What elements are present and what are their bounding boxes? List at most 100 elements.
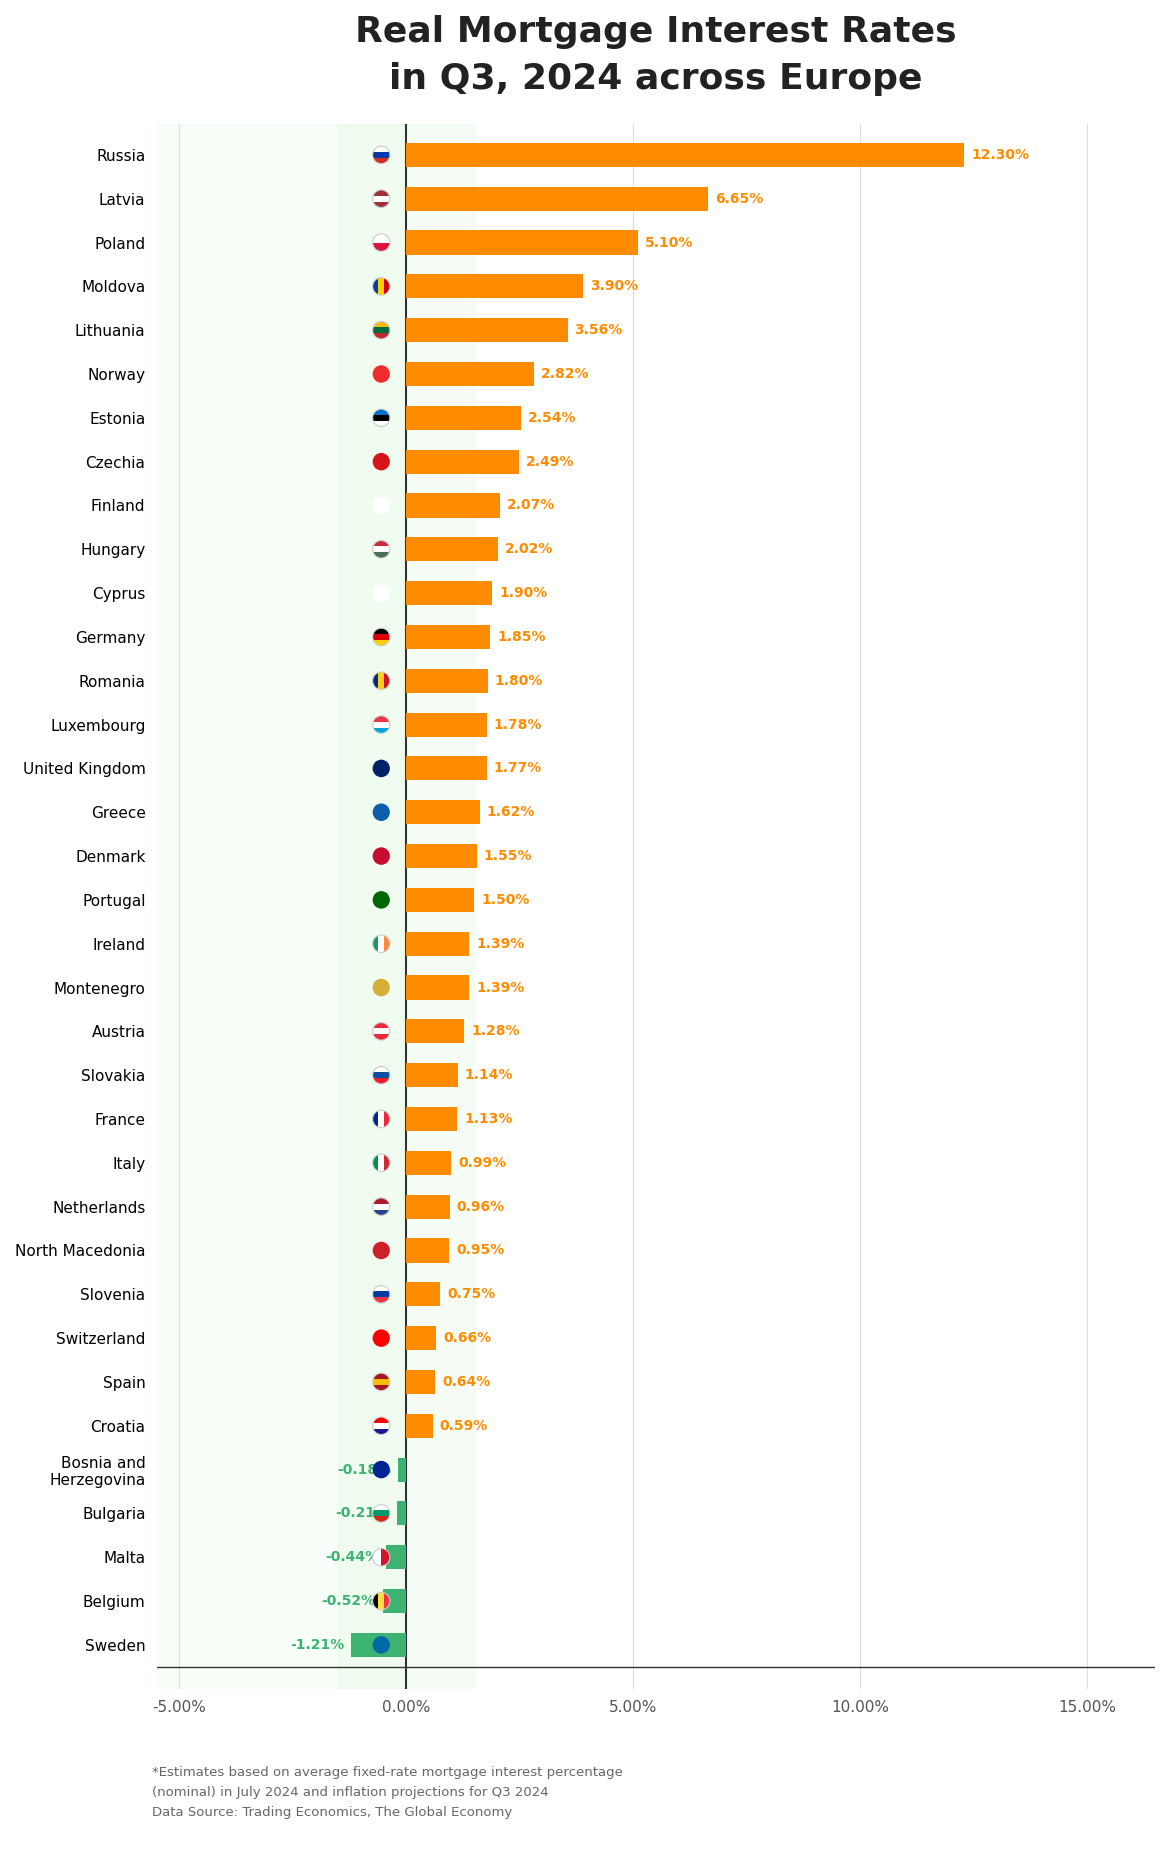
FancyBboxPatch shape bbox=[372, 1285, 390, 1291]
FancyBboxPatch shape bbox=[372, 716, 390, 722]
FancyBboxPatch shape bbox=[372, 640, 390, 645]
Bar bbox=[406, 800, 480, 824]
Bar bbox=[157, 125, 406, 1689]
Bar bbox=[406, 1414, 433, 1438]
Text: 1.55%: 1.55% bbox=[483, 848, 532, 863]
Text: 0.95%: 0.95% bbox=[456, 1244, 504, 1257]
Bar bbox=[406, 1064, 457, 1088]
Text: 0.96%: 0.96% bbox=[456, 1200, 504, 1213]
Ellipse shape bbox=[372, 1637, 390, 1654]
FancyBboxPatch shape bbox=[372, 634, 390, 640]
Bar bbox=[406, 670, 488, 692]
FancyBboxPatch shape bbox=[372, 322, 390, 327]
Ellipse shape bbox=[372, 804, 390, 820]
Ellipse shape bbox=[372, 848, 390, 865]
Bar bbox=[406, 712, 487, 737]
Text: 0.75%: 0.75% bbox=[447, 1287, 495, 1302]
FancyBboxPatch shape bbox=[372, 1071, 390, 1079]
FancyBboxPatch shape bbox=[372, 1198, 390, 1203]
Text: 2.82%: 2.82% bbox=[541, 366, 590, 381]
Bar bbox=[406, 932, 469, 956]
FancyBboxPatch shape bbox=[384, 1592, 390, 1609]
FancyBboxPatch shape bbox=[381, 1549, 390, 1566]
FancyBboxPatch shape bbox=[372, 671, 378, 690]
Text: 1.39%: 1.39% bbox=[476, 937, 524, 950]
Bar bbox=[406, 1369, 435, 1393]
Bar bbox=[406, 580, 493, 605]
FancyBboxPatch shape bbox=[372, 936, 378, 952]
Bar bbox=[406, 975, 469, 999]
Bar bbox=[406, 887, 474, 911]
Bar bbox=[406, 1326, 436, 1350]
FancyBboxPatch shape bbox=[384, 1110, 390, 1127]
Text: 0.99%: 0.99% bbox=[457, 1155, 507, 1170]
FancyBboxPatch shape bbox=[384, 671, 390, 690]
FancyBboxPatch shape bbox=[372, 1386, 390, 1391]
FancyBboxPatch shape bbox=[372, 1029, 390, 1034]
FancyBboxPatch shape bbox=[372, 541, 390, 547]
Bar bbox=[406, 405, 522, 430]
Bar bbox=[406, 538, 498, 562]
Bar bbox=[386, 1546, 406, 1570]
FancyBboxPatch shape bbox=[372, 242, 390, 251]
Text: 3.56%: 3.56% bbox=[574, 324, 622, 337]
FancyBboxPatch shape bbox=[372, 1066, 390, 1071]
Text: 2.02%: 2.02% bbox=[504, 543, 553, 556]
FancyBboxPatch shape bbox=[372, 727, 390, 733]
Text: 12.30%: 12.30% bbox=[971, 149, 1030, 162]
FancyBboxPatch shape bbox=[372, 234, 390, 242]
FancyBboxPatch shape bbox=[384, 936, 390, 952]
FancyBboxPatch shape bbox=[372, 1203, 390, 1209]
Bar bbox=[406, 493, 500, 517]
Bar bbox=[406, 273, 583, 298]
Text: 2.07%: 2.07% bbox=[507, 498, 556, 513]
FancyBboxPatch shape bbox=[372, 1023, 390, 1029]
FancyBboxPatch shape bbox=[372, 1417, 390, 1423]
Text: 6.65%: 6.65% bbox=[715, 192, 763, 206]
FancyBboxPatch shape bbox=[372, 1423, 390, 1428]
FancyBboxPatch shape bbox=[372, 201, 390, 208]
Bar bbox=[406, 450, 519, 474]
Text: -1.21%: -1.21% bbox=[290, 1639, 344, 1652]
Text: 2.54%: 2.54% bbox=[529, 411, 577, 424]
Text: 1.28%: 1.28% bbox=[472, 1025, 519, 1038]
Text: 1.14%: 1.14% bbox=[464, 1068, 514, 1083]
Text: 1.78%: 1.78% bbox=[494, 718, 542, 731]
Text: 0.64%: 0.64% bbox=[442, 1375, 490, 1389]
Bar bbox=[406, 757, 487, 781]
Ellipse shape bbox=[372, 978, 390, 997]
Text: -0.52%: -0.52% bbox=[322, 1594, 376, 1609]
Bar bbox=[351, 1633, 406, 1657]
FancyBboxPatch shape bbox=[372, 1510, 390, 1516]
Bar bbox=[406, 143, 964, 167]
Text: 2.49%: 2.49% bbox=[526, 454, 574, 469]
Bar bbox=[398, 1458, 406, 1482]
FancyBboxPatch shape bbox=[378, 1110, 384, 1127]
Bar bbox=[397, 1501, 406, 1525]
Ellipse shape bbox=[372, 497, 390, 513]
FancyBboxPatch shape bbox=[372, 190, 390, 195]
Text: -0.18%: -0.18% bbox=[337, 1462, 391, 1477]
Bar bbox=[406, 1282, 440, 1306]
Text: 1.39%: 1.39% bbox=[476, 980, 524, 995]
Text: *Estimates based on average fixed-rate mortgage interest percentage
(nominal) in: *Estimates based on average fixed-rate m… bbox=[152, 1767, 622, 1819]
Text: 1.80%: 1.80% bbox=[495, 673, 543, 688]
FancyBboxPatch shape bbox=[372, 1428, 390, 1434]
FancyBboxPatch shape bbox=[372, 1592, 378, 1609]
Text: 1.62%: 1.62% bbox=[487, 805, 535, 818]
Bar bbox=[406, 1194, 449, 1218]
Ellipse shape bbox=[372, 1242, 390, 1259]
Text: 0.59%: 0.59% bbox=[440, 1419, 488, 1432]
Ellipse shape bbox=[372, 891, 390, 910]
Text: 3.90%: 3.90% bbox=[590, 279, 638, 294]
FancyBboxPatch shape bbox=[372, 1505, 390, 1510]
Bar bbox=[383, 1588, 406, 1613]
FancyBboxPatch shape bbox=[372, 158, 390, 164]
Text: 0.66%: 0.66% bbox=[443, 1332, 491, 1345]
FancyBboxPatch shape bbox=[372, 1153, 378, 1172]
Text: 1.85%: 1.85% bbox=[497, 631, 545, 644]
FancyBboxPatch shape bbox=[372, 547, 390, 552]
FancyBboxPatch shape bbox=[372, 333, 390, 339]
FancyBboxPatch shape bbox=[372, 1034, 390, 1040]
FancyBboxPatch shape bbox=[372, 552, 390, 558]
